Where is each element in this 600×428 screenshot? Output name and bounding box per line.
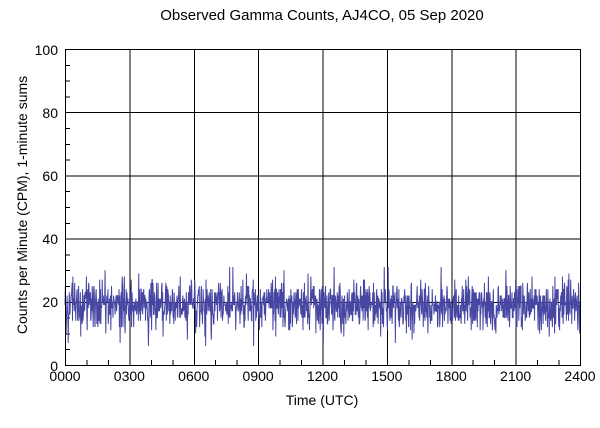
x-tick-label: 1800 — [435, 368, 467, 384]
x-tick-label: 2400 — [564, 368, 596, 384]
y-tick-label: 60 — [42, 167, 58, 184]
x-tick-label: 0600 — [178, 368, 210, 384]
y-tick-label: 20 — [42, 294, 58, 311]
y-tick-label: 100 — [34, 41, 58, 58]
gamma-counts-trace — [64, 267, 581, 347]
plot-border — [65, 49, 581, 366]
x-axis-label: Time (UTC) — [285, 392, 359, 408]
x-tick-label: 0300 — [113, 368, 145, 384]
x-tick-label: 2100 — [500, 368, 532, 384]
x-tick-label: 0000 — [49, 368, 81, 384]
y-tick-label: 0 — [50, 357, 58, 374]
chart-title: Observed Gamma Counts, AJ4CO, 05 Sep 202… — [160, 7, 484, 24]
x-tick-label: 1500 — [371, 368, 403, 384]
y-tick-label: 80 — [42, 104, 58, 121]
x-tick-label: 1200 — [306, 368, 339, 384]
y-tick-label: 40 — [42, 231, 58, 248]
x-tick-label: 0900 — [242, 368, 274, 384]
